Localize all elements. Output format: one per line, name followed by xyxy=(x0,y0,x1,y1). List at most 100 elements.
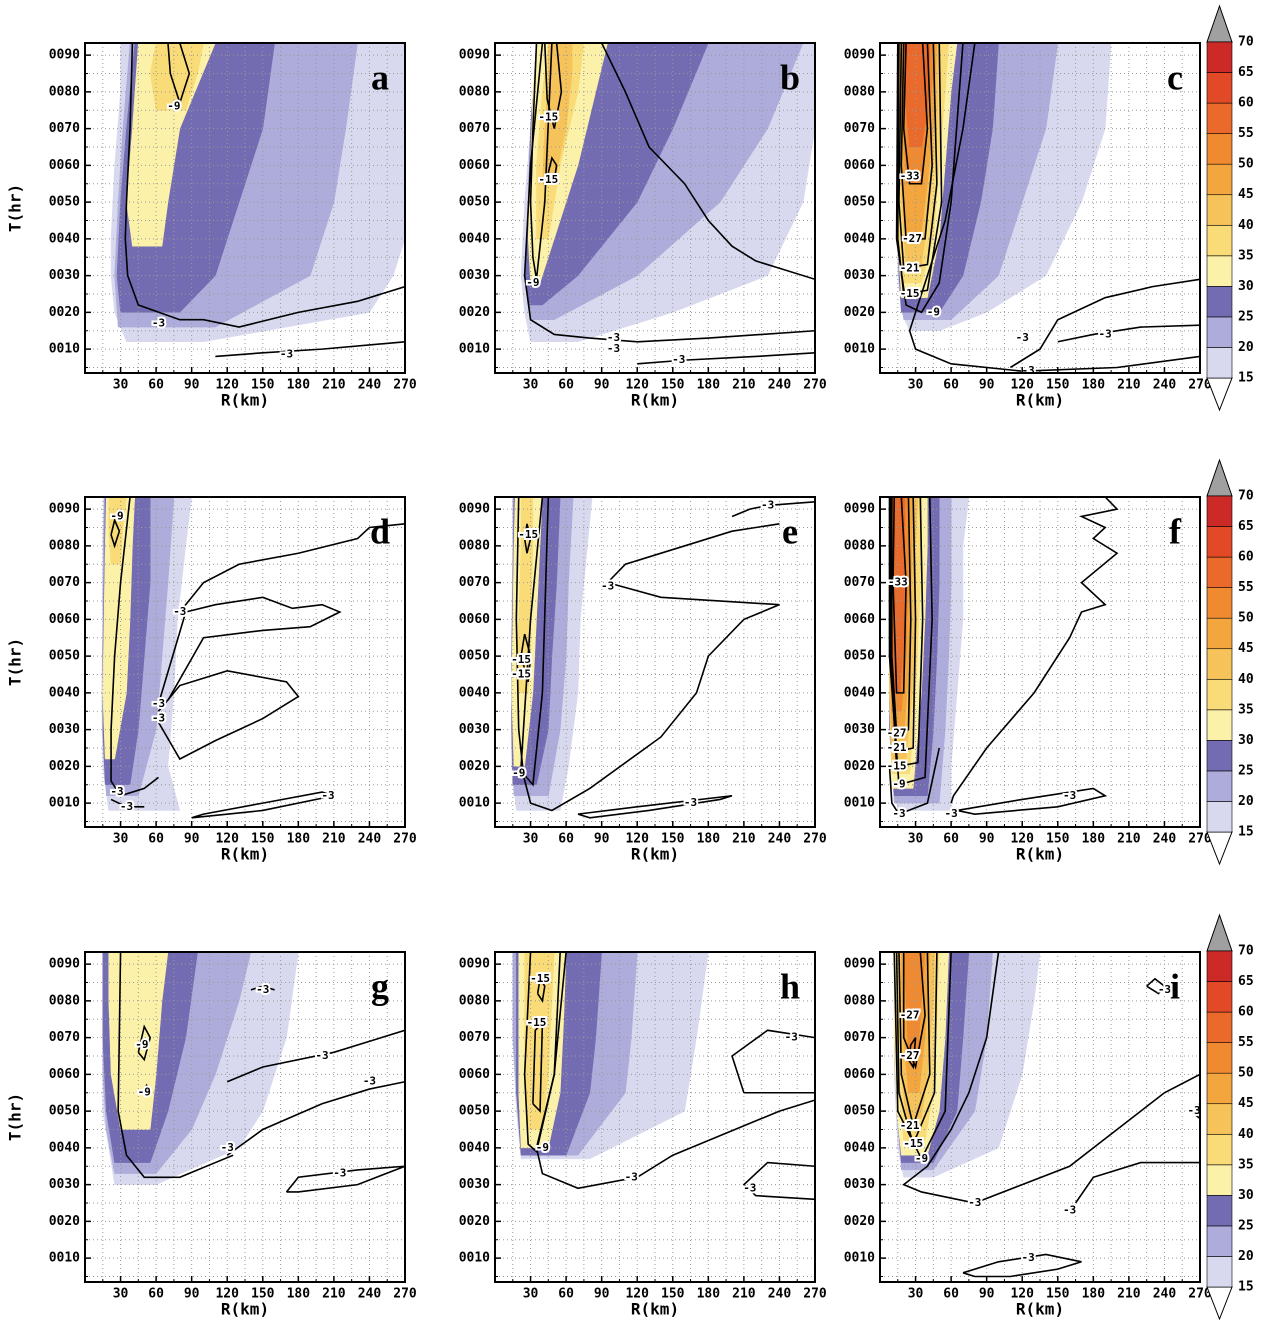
x-tick-label: 30 xyxy=(908,1287,924,1302)
colorbar-label: 55 xyxy=(1238,580,1254,595)
plot-area: -27 -27 -21 -15 -9 -3 -3 -3 -3 -3 xyxy=(880,952,1200,1282)
contour-label: -3 xyxy=(944,807,957,820)
contour-label: -3 xyxy=(173,605,186,618)
x-axis-label: R(km) xyxy=(1016,391,1064,410)
colorbar-label: 25 xyxy=(1238,309,1254,324)
y-tick-label: 0080 xyxy=(49,993,80,1008)
y-tick-label: 0060 xyxy=(49,158,80,173)
contour-line xyxy=(124,43,405,328)
x-tick-label: 240 xyxy=(768,1287,792,1302)
colorbar-label: 70 xyxy=(1238,35,1254,50)
colorbar-label: 45 xyxy=(1238,1096,1254,1111)
colorbar-under xyxy=(1206,831,1233,866)
colorbar-under xyxy=(1206,1286,1233,1321)
colorbar-band xyxy=(1206,1042,1233,1074)
x-tick-label: 60 xyxy=(943,1287,959,1302)
y-tick-label: 0040 xyxy=(459,1140,490,1155)
y-tick-label: 0030 xyxy=(459,722,490,737)
x-tick-label: 30 xyxy=(113,1287,129,1302)
colorbar-band xyxy=(1206,41,1233,73)
contour-label: -15 xyxy=(527,1016,547,1029)
contour-label: -33 xyxy=(900,169,920,182)
contour-line xyxy=(895,952,938,1147)
contour-label: -15 xyxy=(887,759,907,772)
contour-line xyxy=(1074,1161,1200,1204)
colorbar-band xyxy=(1206,709,1233,741)
contour-label: -15 xyxy=(900,287,920,300)
contour-label: -9 xyxy=(927,305,940,318)
plot-area: -15-15-15-9-3-3-3 xyxy=(495,497,815,827)
colorbar-band xyxy=(1206,981,1233,1013)
contour-label: -3 xyxy=(743,1181,756,1194)
contour-line xyxy=(637,351,815,365)
y-tick-label: 0090 xyxy=(844,957,875,972)
y-tick-label: 0060 xyxy=(49,1067,80,1082)
contour-label: -3 xyxy=(1063,1203,1076,1216)
contour-label: -3 xyxy=(601,579,614,592)
contour-line xyxy=(110,798,145,808)
y-tick-label: 0050 xyxy=(844,195,875,210)
panel-label: g xyxy=(371,966,389,1006)
y-tick-label: 0070 xyxy=(459,575,490,590)
y-tick-label: 0030 xyxy=(49,722,80,737)
contour-line xyxy=(898,952,931,1129)
y-tick-label: 0040 xyxy=(49,685,80,700)
y-tick-label: 0020 xyxy=(459,759,490,774)
contour-line xyxy=(600,43,815,281)
x-axis-label: R(km) xyxy=(631,845,679,864)
colorbar-label: 40 xyxy=(1238,1127,1254,1142)
colorbar-band xyxy=(1206,801,1233,833)
contour-line xyxy=(888,497,933,786)
colorbar-label: 70 xyxy=(1238,489,1254,504)
x-tick-label: 90 xyxy=(594,832,610,847)
x-axis-label: R(km) xyxy=(631,1300,679,1319)
shaded-region xyxy=(126,43,216,247)
x-tick-label: 150 xyxy=(251,1287,275,1302)
y-tick-label: 0040 xyxy=(844,231,875,246)
colorbar-label: 15 xyxy=(1238,1280,1254,1295)
contour-line xyxy=(900,43,933,240)
y-tick-label: 0060 xyxy=(459,158,490,173)
x-tick-label: 90 xyxy=(979,378,995,393)
contour-label: -21 xyxy=(900,261,920,274)
y-tick-label: 0080 xyxy=(49,538,80,553)
contour-line xyxy=(902,952,926,1070)
colorbar-band xyxy=(1206,224,1233,257)
contour-label: -9 xyxy=(512,767,525,780)
y-tick-label: 0070 xyxy=(844,575,875,590)
x-tick-label: 240 xyxy=(768,832,792,847)
x-tick-label: 270 xyxy=(1188,378,1212,393)
contour-line xyxy=(902,952,1200,1204)
x-axis-label: R(km) xyxy=(221,1300,269,1319)
panel: -15-15-15-9-3-3-330 60 90 120 150 180 210 240 27… xyxy=(459,496,827,864)
colorbar-label: 50 xyxy=(1238,611,1254,626)
contour-line xyxy=(902,43,929,185)
panel-label: e xyxy=(782,511,798,551)
colorbar-label: 20 xyxy=(1238,340,1254,355)
panel: -33-27-21-15-9-3 -3-330 60 90 120 150 180 210 24… xyxy=(844,496,1212,864)
colorbar-label: 20 xyxy=(1238,794,1254,809)
colorbar-label: 40 xyxy=(1238,218,1254,233)
x-tick-label: 210 xyxy=(1117,1287,1141,1302)
y-tick-label: 0080 xyxy=(844,993,875,1008)
colorbar-label: 40 xyxy=(1238,672,1254,687)
y-tick-label: 0080 xyxy=(459,538,490,553)
colorbar-label: 65 xyxy=(1238,65,1254,80)
y-tick-label: 0040 xyxy=(459,231,490,246)
colorbar-label: 60 xyxy=(1238,96,1254,111)
contour-line xyxy=(889,497,924,768)
x-axis-label: R(km) xyxy=(1016,845,1064,864)
plot-area: -15 -15 -9 -3 -3 -3 xyxy=(495,952,815,1282)
y-tick-label: 0030 xyxy=(49,268,80,283)
x-tick-label: 90 xyxy=(184,1287,200,1302)
y-tick-label: 0070 xyxy=(459,1030,490,1045)
contour-line xyxy=(141,1083,150,1094)
x-tick-label: 270 xyxy=(1188,832,1212,847)
y-tick-label: 0050 xyxy=(844,649,875,664)
panel: -15 -15 -9 -3 -3 -3 30 60 90 120 150 180 210 240 270 00… xyxy=(459,951,827,1319)
contour-label: -3 xyxy=(892,807,905,820)
x-tick-label: 150 xyxy=(661,1287,685,1302)
colorbar-band xyxy=(1206,286,1233,318)
contour-line xyxy=(157,669,300,761)
